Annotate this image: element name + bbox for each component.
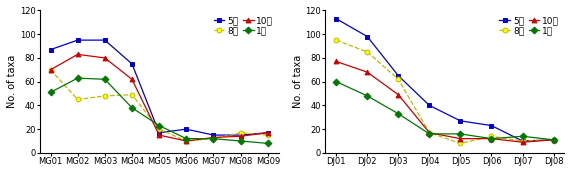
5월 <box>550 139 557 141</box>
Line: 1월: 1월 <box>334 79 556 142</box>
10월 <box>237 135 244 137</box>
8월 <box>47 69 54 71</box>
5월 <box>426 104 433 106</box>
10월 <box>183 140 190 142</box>
Line: 1월: 1월 <box>48 76 270 146</box>
5월 <box>519 140 526 142</box>
8월 <box>457 142 464 144</box>
8월 <box>156 128 162 130</box>
1월 <box>74 77 81 79</box>
10월 <box>264 132 271 134</box>
5월 <box>237 134 244 136</box>
5월 <box>129 63 136 65</box>
8월 <box>550 139 557 141</box>
Y-axis label: No. of taxa: No. of taxa <box>7 55 17 108</box>
5월 <box>488 125 495 127</box>
8월 <box>101 95 108 97</box>
1월 <box>550 139 557 141</box>
5월 <box>210 134 217 136</box>
1월 <box>101 78 108 80</box>
10월 <box>333 60 340 62</box>
10월 <box>74 53 81 55</box>
8월 <box>395 78 402 80</box>
10월 <box>129 78 136 80</box>
8월 <box>488 135 495 137</box>
1월 <box>519 135 526 137</box>
8월 <box>333 39 340 41</box>
1월 <box>364 95 371 97</box>
1월 <box>333 81 340 83</box>
8월 <box>210 138 217 140</box>
5월 <box>183 128 190 130</box>
5월 <box>74 39 81 41</box>
1월 <box>395 113 402 115</box>
Line: 5월: 5월 <box>334 16 556 143</box>
5월 <box>156 132 162 134</box>
1월 <box>210 138 217 140</box>
5월 <box>47 49 54 51</box>
10월 <box>101 57 108 59</box>
8월 <box>426 132 433 134</box>
Y-axis label: No. of taxa: No. of taxa <box>293 55 303 108</box>
5월 <box>101 39 108 41</box>
8월 <box>183 140 190 142</box>
5월 <box>395 75 402 77</box>
5월 <box>364 35 371 38</box>
10월 <box>156 134 162 136</box>
10월 <box>210 136 217 139</box>
10월 <box>47 69 54 71</box>
10월 <box>426 132 433 134</box>
1월 <box>129 107 136 109</box>
Line: 8월: 8월 <box>334 38 556 146</box>
10월 <box>457 138 464 140</box>
10월 <box>519 141 526 143</box>
1월 <box>156 125 162 127</box>
8월 <box>264 134 271 136</box>
8월 <box>129 94 136 96</box>
Legend: 5월, 8월, 10월, 1월: 5월, 8월, 10월, 1월 <box>498 15 560 36</box>
1월 <box>183 138 190 140</box>
5월 <box>333 18 340 20</box>
8월 <box>519 140 526 142</box>
1월 <box>237 140 244 142</box>
1월 <box>457 133 464 135</box>
1월 <box>426 133 433 135</box>
5월 <box>264 132 271 134</box>
Line: 10월: 10월 <box>48 52 270 143</box>
1월 <box>488 138 495 140</box>
Line: 5월: 5월 <box>48 38 270 138</box>
Line: 10월: 10월 <box>334 59 556 145</box>
Legend: 5월, 8월, 10월, 1월: 5월, 8월, 10월, 1월 <box>213 15 274 36</box>
10월 <box>364 71 371 73</box>
10월 <box>488 138 495 140</box>
1월 <box>264 142 271 144</box>
Line: 8월: 8월 <box>48 67 270 143</box>
1월 <box>47 91 54 93</box>
5월 <box>457 120 464 122</box>
10월 <box>550 139 557 141</box>
10월 <box>395 94 402 96</box>
8월 <box>364 51 371 53</box>
8월 <box>237 132 244 134</box>
8월 <box>74 98 81 101</box>
